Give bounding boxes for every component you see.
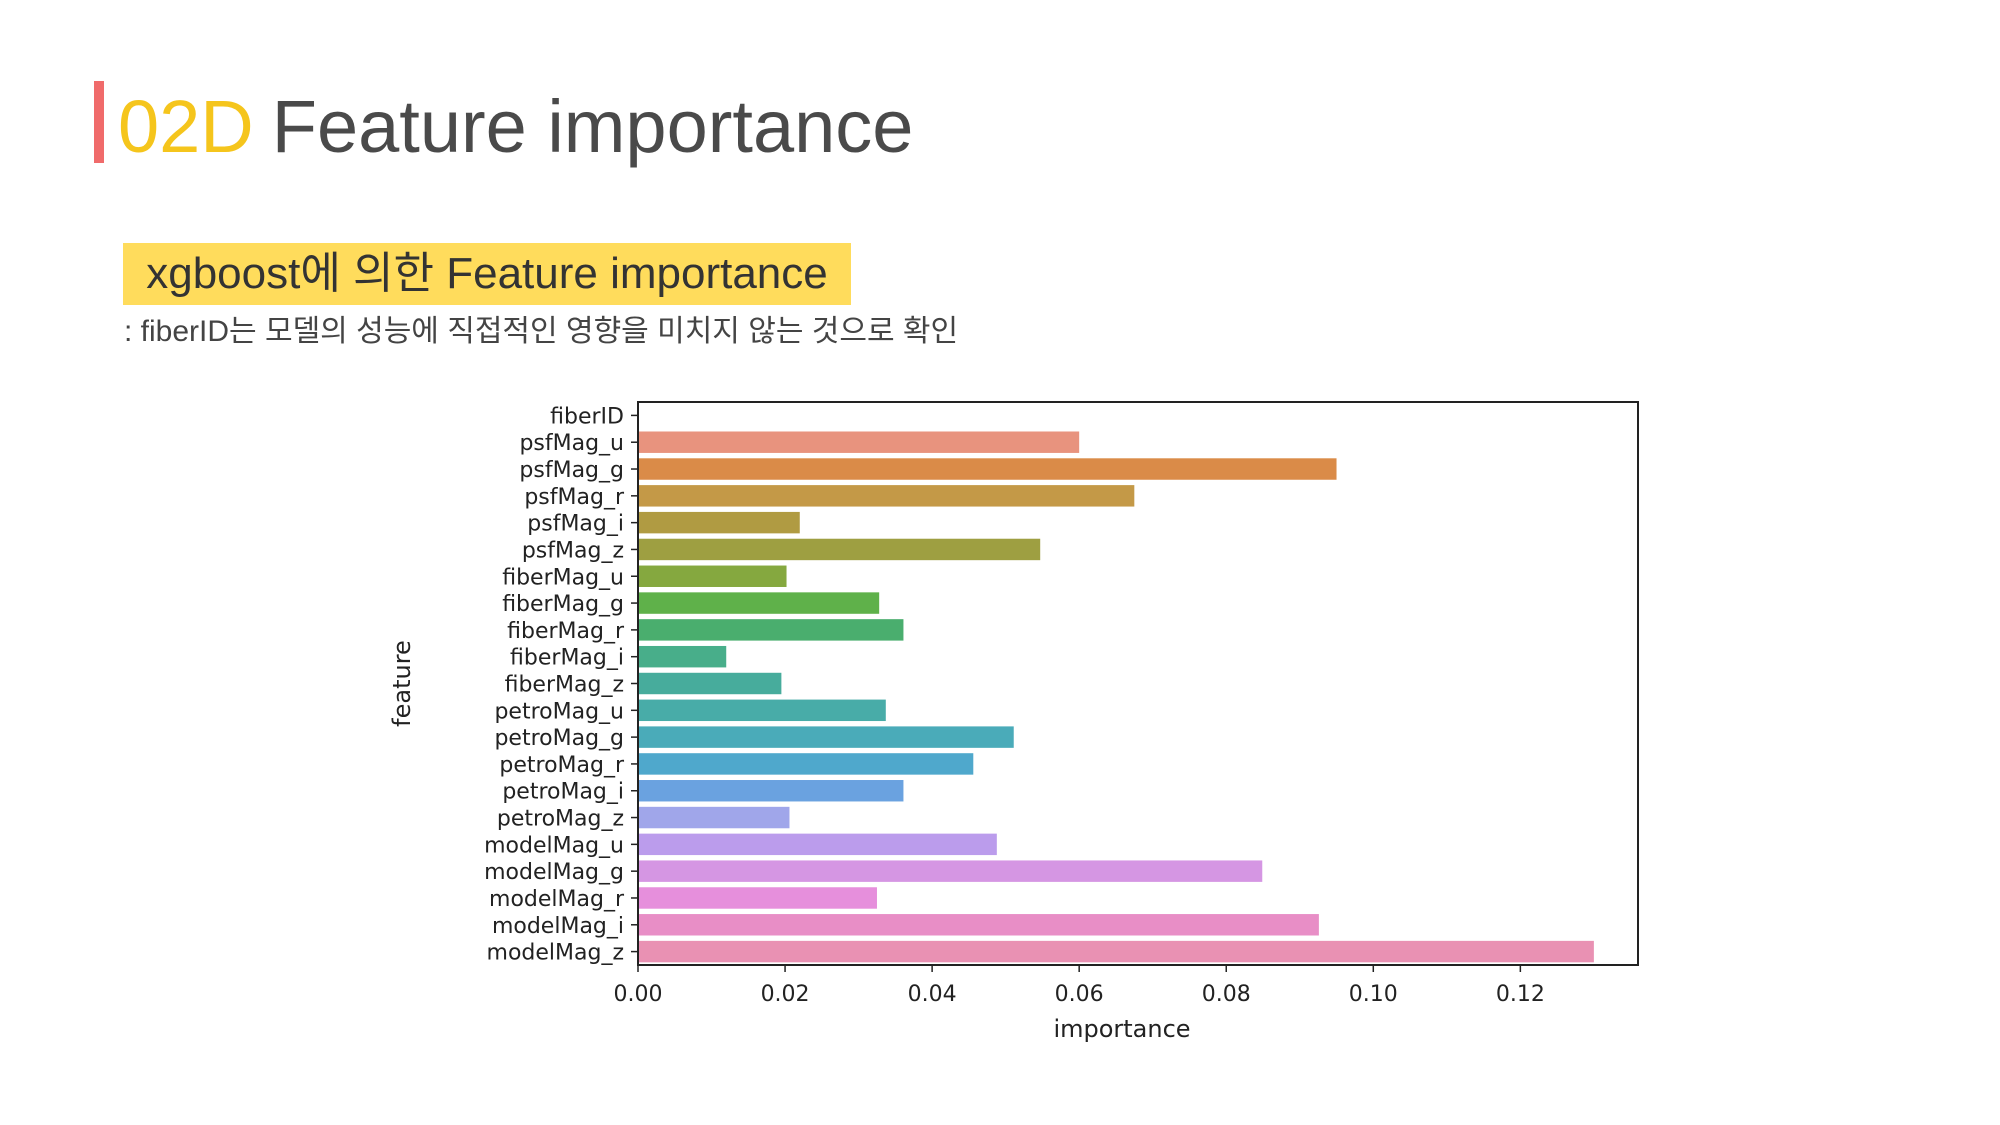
y-tick-label-petroMag_r: petroMag_r: [499, 753, 625, 778]
bar-psfMag_u: [638, 431, 1080, 453]
bar-psfMag_g: [638, 458, 1337, 480]
section-title: Feature importance: [271, 85, 914, 168]
bar-modelMag_i: [638, 914, 1319, 936]
plot-frame: [637, 401, 1639, 966]
y-tick-label-psfMag_r: psfMag_r: [524, 485, 625, 510]
y-tick-label-fiberMag_r: fiberMag_r: [507, 619, 625, 644]
bar-fiberMag_z: [638, 672, 782, 695]
y-tick-label-petroMag_i: petroMag_i: [502, 780, 624, 805]
bar-psfMag_z: [638, 538, 1041, 561]
y-axis-label: feature: [388, 640, 416, 727]
bar-petroMag_i: [638, 780, 904, 802]
y-tick-label-fiberMag_u: fiberMag_u: [502, 565, 624, 590]
bar-modelMag_z: [638, 940, 1594, 963]
bar-fiberMag_g: [638, 592, 880, 614]
bar-petroMag_g: [638, 726, 1014, 748]
subtitle-highlight: xgboost에 의한 Feature importance: [123, 243, 851, 305]
x-tick-label-0.04: 0.04: [908, 982, 957, 1007]
y-tick-label-psfMag_u: psfMag_u: [519, 431, 624, 456]
y-tick-label-fiberMag_z: fiberMag_z: [505, 673, 624, 698]
subtitle: xgboost에 의한 Feature importance: [146, 249, 828, 298]
y-tick-label-psfMag_g: psfMag_g: [519, 458, 624, 483]
y-tick-label-modelMag_i: modelMag_i: [492, 914, 624, 939]
y-tick-label-fiberMag_i: fiberMag_i: [510, 646, 624, 671]
bar-modelMag_u: [638, 833, 997, 856]
title-accent-bar: [94, 81, 104, 163]
section-code: 02D: [118, 85, 254, 168]
y-tick-label-modelMag_z: modelMag_z: [487, 941, 624, 966]
bar-modelMag_r: [638, 887, 877, 909]
y-tick-label-petroMag_z: petroMag_z: [497, 807, 624, 832]
bar-fiberMag_r: [638, 619, 904, 641]
y-tick-label-petroMag_u: petroMag_u: [494, 699, 624, 724]
bar-psfMag_r: [638, 485, 1135, 507]
x-tick-label-0.00: 0.00: [614, 982, 663, 1007]
bar-fiberMag_u: [638, 565, 787, 587]
bar-fiberMag_i: [638, 645, 727, 668]
y-tick-label-fiberID: fiberID: [550, 404, 624, 429]
x-tick-label-0.12: 0.12: [1496, 982, 1545, 1007]
y-tick-label-modelMag_g: modelMag_g: [484, 860, 624, 885]
y-tick-label-psfMag_i: psfMag_i: [527, 512, 624, 537]
note-text: : fiberID는 모델의 성능에 직접적인 영향을 미치지 않는 것으로 확…: [124, 315, 959, 348]
bar-petroMag_z: [638, 806, 790, 829]
feature-importance-chart: fiberIDpsfMag_upsfMag_gpsfMag_rpsfMag_ip…: [388, 401, 1639, 1043]
y-tick-label-modelMag_u: modelMag_u: [484, 833, 624, 858]
y-tick-label-fiberMag_g: fiberMag_g: [502, 592, 624, 617]
bar-petroMag_r: [638, 753, 974, 775]
bar-petroMag_u: [638, 699, 886, 722]
y-tick-label-petroMag_g: petroMag_g: [494, 726, 624, 751]
x-tick-label-0.10: 0.10: [1349, 982, 1398, 1007]
bar-modelMag_g: [638, 860, 1263, 882]
x-axis-label: importance: [1053, 1015, 1190, 1043]
bar-psfMag_i: [638, 511, 800, 534]
page-title: 02D Feature importance: [118, 82, 913, 172]
x-tick-label-0.08: 0.08: [1202, 982, 1251, 1007]
y-tick-label-psfMag_z: psfMag_z: [522, 538, 624, 563]
x-tick-label-0.06: 0.06: [1055, 982, 1104, 1007]
x-tick-label-0.02: 0.02: [761, 982, 810, 1007]
y-tick-label-modelMag_r: modelMag_r: [489, 887, 625, 912]
